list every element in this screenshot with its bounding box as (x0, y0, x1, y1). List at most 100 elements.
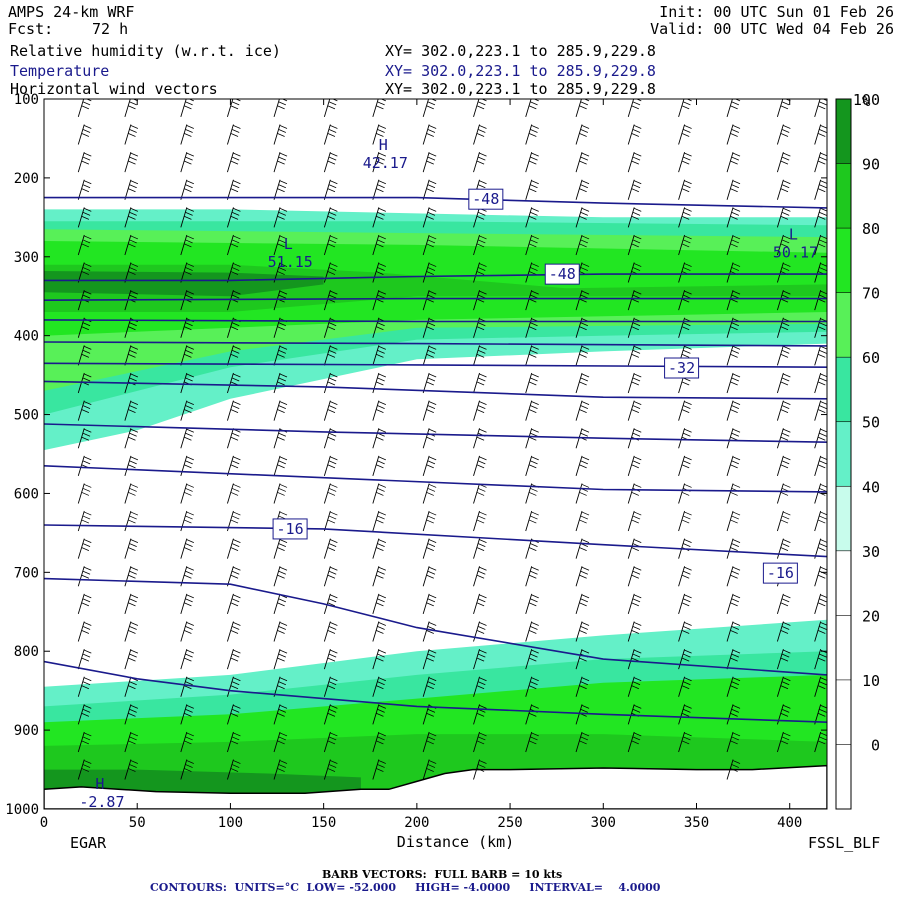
wind-barb-flag (277, 740, 285, 745)
wind-barb-flag (479, 180, 487, 185)
wind-barb-flag (530, 377, 538, 382)
wind-barb-shaft (273, 234, 281, 256)
wind-barb-flag (531, 566, 539, 571)
wind-barb-shaft (422, 428, 430, 449)
wind-barb-flag (818, 409, 826, 413)
wind-barb-shaft (814, 566, 822, 587)
wind-barb-flag (780, 547, 789, 552)
contour-48 (44, 273, 827, 282)
wind-barb-flag (427, 294, 436, 299)
wind-barb-flag (529, 381, 537, 386)
wind-barb-flag (530, 294, 538, 299)
wind-barb-shaft (180, 151, 188, 173)
wind-barb-flag (84, 704, 92, 709)
wind-barb-flag (683, 515, 691, 520)
wind-barb-flag (632, 515, 641, 520)
wind-barb-flag (476, 271, 485, 275)
wind-barb-shaft (226, 455, 234, 476)
wind-barb-shaft (627, 124, 635, 145)
wind-barb-flag (230, 188, 239, 193)
wind-barb-shaft (226, 372, 234, 394)
wind-barb-flag (279, 704, 288, 709)
wind-barb-shaft (678, 207, 686, 228)
wind-barb-flag (128, 685, 136, 690)
wind-barb-flag (329, 543, 337, 548)
wind-barb-shaft (473, 428, 480, 449)
wind-barb-flag (82, 350, 91, 354)
wind-barb-flag (782, 377, 790, 382)
wind-barb-flag (277, 436, 285, 441)
wind-barb-flag (278, 405, 286, 409)
wind-barb-shaft (124, 538, 132, 559)
wind-barb-flag (279, 207, 288, 212)
wind-barb-shaft (726, 455, 734, 476)
wind-barb-flag (631, 188, 640, 193)
wind-barb-flag (277, 685, 285, 690)
wind-barb-flag (581, 180, 590, 185)
wind-barb-shaft (473, 566, 480, 587)
wind-barb-flag (782, 322, 790, 327)
wind-barb-flag (730, 188, 738, 193)
wind-barb-flag (184, 464, 192, 469)
wind-barb-flag (82, 184, 91, 189)
wind-barb-flag (426, 630, 434, 634)
wind-barb-flag (327, 271, 336, 275)
wind-barb-shaft (627, 290, 635, 311)
wind-barb-flag (730, 768, 738, 772)
wind-barb-shaft (77, 234, 85, 256)
wind-barb-flag (476, 768, 485, 772)
wind-barb-shaft (124, 262, 132, 283)
wind-barb-shaft (627, 593, 635, 615)
wind-barb-shaft (473, 124, 480, 145)
wind-barb-shaft (575, 372, 583, 394)
wind-barb-flag (233, 539, 241, 544)
wind-barb-flag (329, 570, 337, 575)
wind-barb-flag (184, 354, 192, 358)
wind-barb-shaft (726, 676, 734, 697)
wind-barb-shaft (473, 731, 480, 753)
wind-barb-flag (82, 294, 91, 299)
wind-barb-flag (427, 211, 436, 216)
wind-barb-flag (530, 350, 538, 354)
wind-barb-flag (684, 346, 692, 350)
wind-barb-flag (184, 519, 192, 524)
wind-barb-flag (426, 298, 434, 303)
y-tick-label: 200 (14, 171, 39, 187)
wind-barb-flag (84, 622, 92, 626)
wind-barb-shaft (776, 455, 784, 476)
wind-barb-shaft (473, 99, 480, 118)
wind-barb-flag (84, 677, 92, 682)
wind-barb-flag (682, 712, 690, 717)
wind-barb-flag (329, 322, 337, 327)
wind-barb-shaft (726, 428, 734, 449)
wind-barb-flag (330, 649, 338, 654)
wind-barb-shaft (575, 290, 583, 311)
wind-barb-flag (783, 677, 791, 682)
wind-barb-flag (632, 129, 641, 133)
wind-barb-shaft (77, 400, 85, 421)
wind-barb-shaft (776, 207, 784, 228)
wind-barb-flag (819, 377, 827, 382)
wind-barb-flag (330, 539, 338, 544)
wind-barb-flag (128, 464, 136, 469)
wind-barb-flag (819, 405, 827, 409)
wind-barb-shaft (180, 345, 188, 366)
wind-barb-flag (278, 626, 286, 630)
wind-barb-flag (230, 243, 239, 248)
wind-barb-flag (81, 492, 90, 496)
wind-barb-flag (479, 152, 487, 157)
wind-barb-shaft (422, 676, 430, 697)
wind-barb-shaft (776, 372, 784, 394)
colorbar-swatch (836, 615, 851, 680)
wind-barb-flag (579, 492, 587, 496)
y-tick-label: 600 (14, 486, 39, 502)
wind-barb-shaft (575, 345, 583, 366)
wind-barb-flag (478, 626, 486, 630)
wind-barb-shaft (422, 759, 430, 780)
wind-barb-flag (529, 436, 537, 441)
wind-barb-flag (82, 322, 91, 327)
wind-barb-flag (479, 235, 487, 240)
wind-barb-flag (184, 630, 192, 634)
contour-24 (44, 423, 827, 443)
wind-barb-flag (683, 211, 691, 216)
